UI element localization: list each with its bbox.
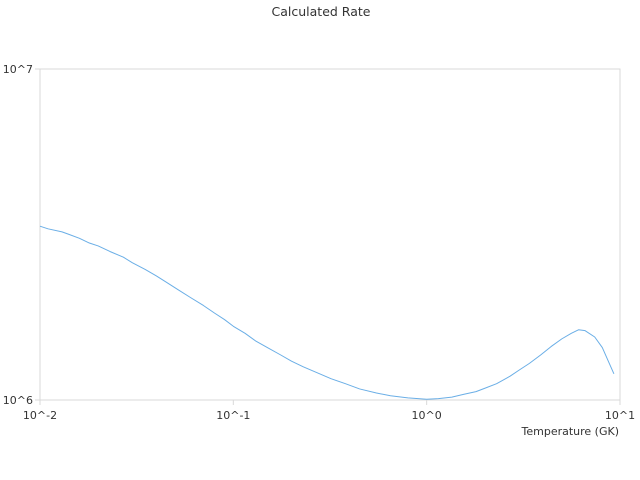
y-tick-label: 10^6 (3, 394, 33, 407)
x-tick-label: 10^1 (605, 409, 635, 422)
series-layer (39, 225, 615, 400)
y-tick-label: 10^7 (3, 63, 33, 76)
x-tick-label: 10^-2 (23, 409, 57, 422)
x-tick-label: 10^0 (412, 409, 442, 422)
chart-title: Calculated Rate (272, 4, 371, 19)
rate-series-line (39, 225, 615, 400)
x-axis-ticks: 10^-2 10^-1 10^0 10^1 (23, 400, 635, 422)
x-axis-label: Temperature (GK) (521, 425, 620, 438)
y-axis-ticks: 10^6 10^7 (3, 63, 40, 407)
plot-area (39, 68, 621, 401)
x-tick-label: 10^-1 (216, 409, 250, 422)
